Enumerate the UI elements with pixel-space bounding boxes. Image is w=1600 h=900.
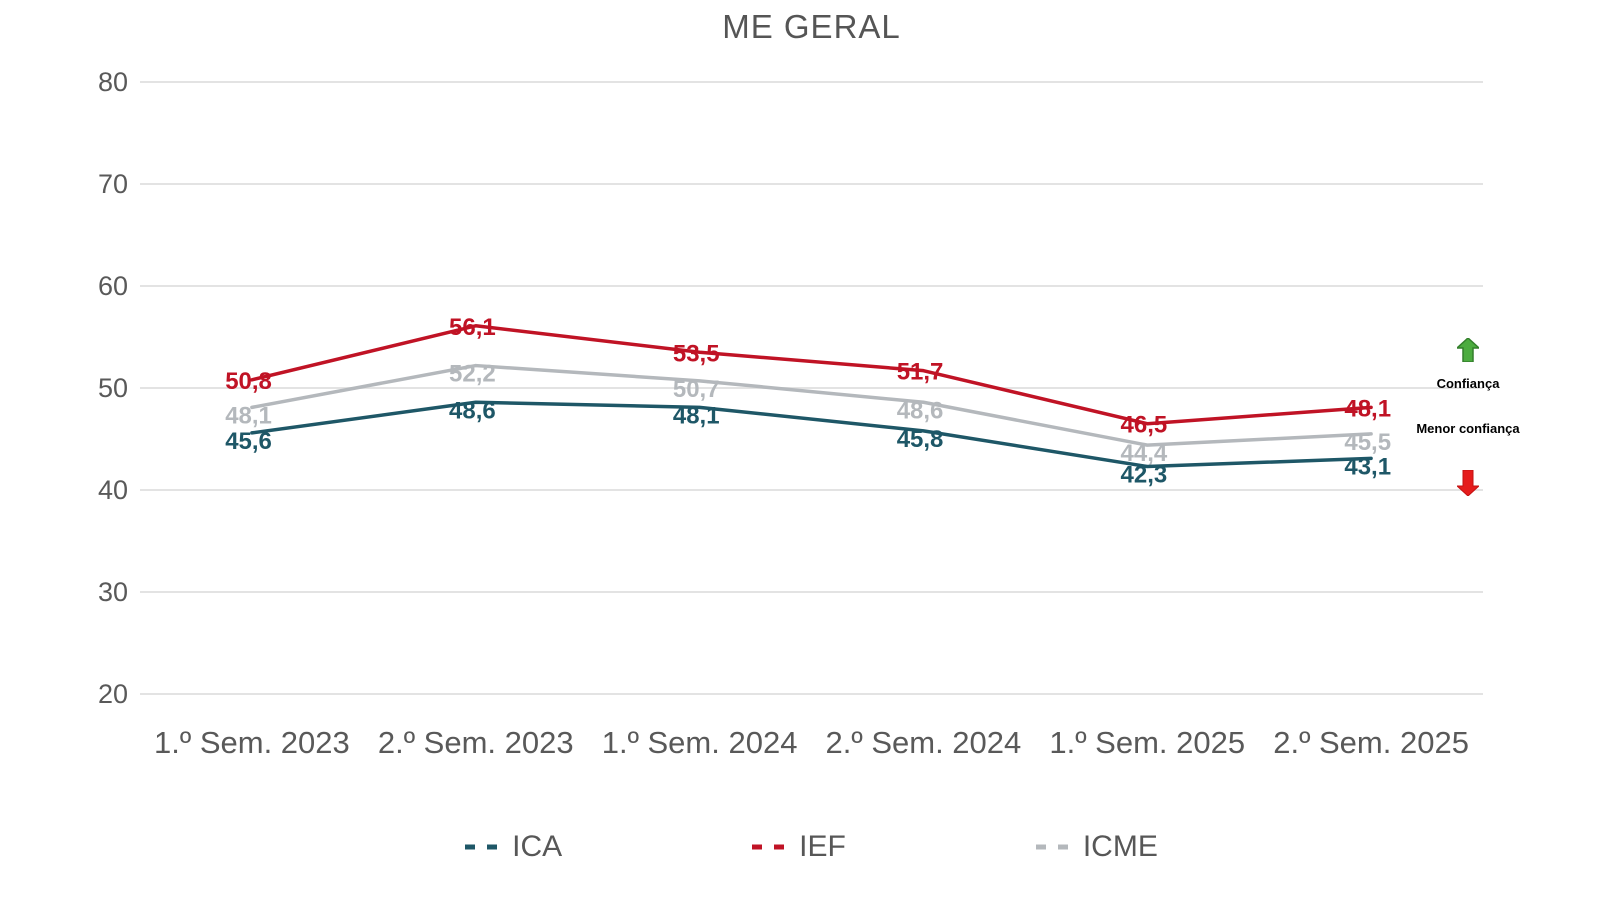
confidence-annotations: Confiança Menor confiança [1396, 338, 1540, 496]
data-label-icme: 45,5 [1344, 429, 1391, 456]
y-tick-label: 70 [98, 169, 128, 199]
y-tick-label: 50 [98, 373, 128, 403]
data-label-ica: 45,8 [897, 426, 944, 453]
y-tick-label: 20 [98, 679, 128, 709]
data-label-icme: 52,2 [449, 361, 496, 388]
y-tick-label: 80 [98, 67, 128, 97]
legend-label: ICA [512, 830, 563, 863]
legend-dash-marker [1035, 844, 1074, 850]
x-tick-label: 2.º Sem. 2024 [826, 725, 1022, 760]
confidence-down-label: Menor confiança [1416, 421, 1520, 436]
series-line-ief[interactable] [250, 324, 1373, 426]
data-label-icme: 48,6 [897, 397, 944, 424]
data-label-ief: 56,1 [449, 314, 496, 341]
chart-title: ME GERAL [722, 8, 901, 45]
legend-item-ica[interactable]: ICA [465, 830, 562, 864]
legend-label: ICME [1082, 830, 1158, 863]
series-line-ica[interactable] [250, 400, 1373, 469]
data-label-ica: 45,6 [225, 428, 272, 455]
legend-dash-marker [465, 844, 504, 850]
data-label-ica: 43,1 [1344, 453, 1391, 480]
legend: ICA IEF ICME [140, 830, 1483, 864]
data-label-icme: 50,7 [673, 376, 720, 403]
data-label-ief: 48,1 [1344, 395, 1391, 422]
legend-item-ief[interactable]: IEF [752, 830, 846, 864]
x-tick-label: 2.º Sem. 2025 [1273, 725, 1469, 760]
data-label-ief: 46,5 [1121, 412, 1168, 439]
x-tick-label: 1.º Sem. 2023 [154, 725, 350, 760]
data-label-icme: 48,1 [225, 402, 272, 429]
legend-dash-marker [752, 844, 791, 850]
legend-label: IEF [799, 830, 846, 863]
data-label-ief: 53,5 [673, 340, 720, 367]
data-label-ica: 48,1 [673, 402, 720, 429]
arrow-up-icon [1457, 338, 1479, 362]
legend-item-icme[interactable]: ICME [1035, 830, 1158, 864]
y-tick-label: 60 [98, 271, 128, 301]
data-label-ief: 50,8 [225, 368, 272, 395]
y-tick-label: 40 [98, 475, 128, 505]
x-tick-label: 1.º Sem. 2024 [602, 725, 798, 760]
x-tick-label: 2.º Sem. 2023 [378, 725, 574, 760]
data-label-ica: 48,6 [449, 397, 496, 424]
arrow-down-icon [1457, 470, 1479, 496]
x-tick-label: 1.º Sem. 2025 [1049, 725, 1245, 760]
series-line-icme[interactable] [250, 363, 1373, 447]
data-label-ief: 51,7 [897, 359, 944, 386]
data-label-ica: 42,3 [1121, 462, 1168, 489]
confidence-up-label: Confiança [1436, 376, 1500, 391]
y-tick-label: 30 [98, 577, 128, 607]
